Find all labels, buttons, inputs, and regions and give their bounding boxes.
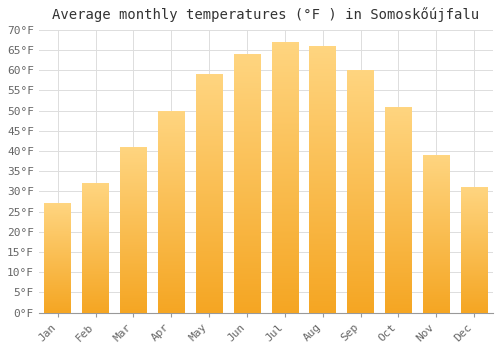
Title: Average monthly temperatures (°F ) in Somoskőújfalu: Average monthly temperatures (°F ) in So…	[52, 7, 480, 22]
